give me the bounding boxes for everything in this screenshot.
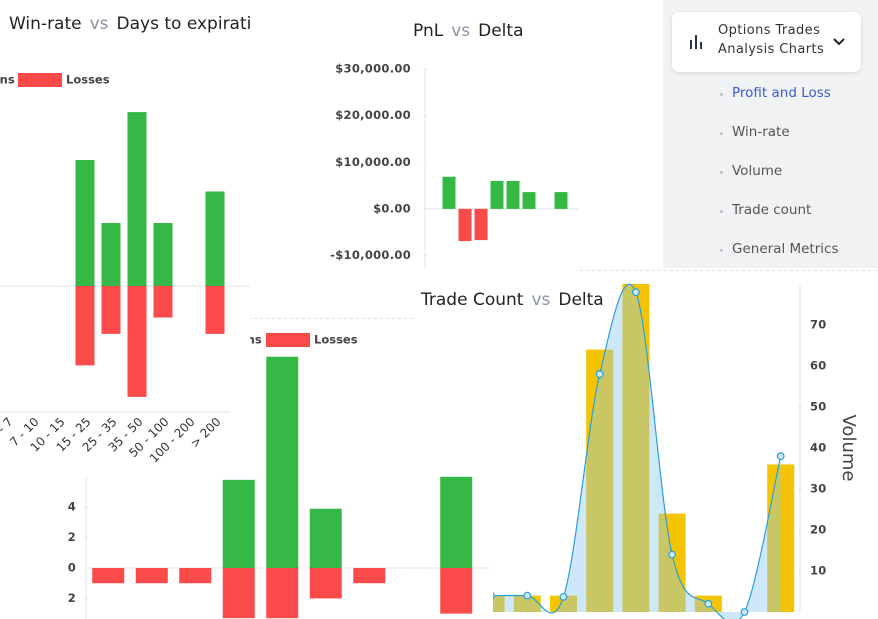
point	[559, 592, 568, 601]
bullet	[720, 249, 723, 252]
menu-item[interactable]: Trade count	[732, 202, 812, 218]
point	[704, 599, 713, 608]
title-part: vs	[531, 290, 550, 310]
bar	[75, 160, 95, 286]
bar	[205, 191, 225, 286]
bar	[522, 192, 536, 209]
bar	[440, 568, 473, 614]
bar	[442, 176, 456, 209]
bar	[309, 508, 342, 568]
bar	[92, 568, 125, 584]
bar	[75, 286, 95, 366]
bullet	[720, 171, 723, 174]
legend-label: Losses	[314, 333, 358, 347]
title-part: Delta	[558, 290, 603, 310]
title-part: Delta	[478, 21, 523, 41]
bar	[135, 568, 168, 584]
bar	[554, 192, 568, 209]
bar	[266, 356, 299, 568]
y-tick-label: 40	[810, 441, 827, 455]
y-tick-label: $20,000.00	[335, 108, 411, 122]
menu-item[interactable]: Volume	[732, 163, 783, 179]
bar	[153, 223, 173, 286]
menu-item[interactable]: General Metrics	[732, 241, 839, 257]
bullet	[720, 93, 723, 96]
chart-title: PnL vs Delta	[413, 21, 523, 41]
chart-title: Win-rate vs Days to expiration	[9, 14, 273, 34]
title-part: Days to expiration	[117, 14, 273, 34]
menu-title: Options Trades	[718, 23, 821, 38]
y-tick-label: 20	[810, 523, 827, 537]
point	[632, 288, 640, 297]
y-tick-label: 0	[68, 561, 76, 575]
y-tick-label: $30,000.00	[335, 62, 411, 76]
point	[523, 591, 532, 600]
y-tick-label: 10	[810, 564, 827, 578]
bar	[222, 479, 255, 568]
bullet	[720, 210, 723, 213]
bar	[101, 286, 121, 334]
y-tick-label: 2	[68, 591, 76, 605]
chart-title: Trade Count vs Delta	[420, 290, 604, 310]
legend-swatch	[18, 73, 62, 87]
title-part: PnL	[413, 21, 444, 41]
title-part: vs	[90, 14, 109, 34]
menu-header[interactable]: Options Trades Analysis Charts	[672, 12, 861, 72]
bar	[266, 568, 299, 619]
menu-item[interactable]: Win-rate	[732, 124, 790, 140]
title-part: Win-rate	[9, 14, 82, 34]
bullet	[720, 132, 723, 135]
y-tick-label: 70	[810, 318, 827, 332]
bar	[179, 568, 212, 584]
chart-icon	[690, 35, 702, 49]
bar	[205, 286, 225, 334]
legend-label: Losses	[66, 73, 110, 87]
bar	[767, 464, 795, 612]
bar	[127, 286, 147, 397]
y-tick-label: 50	[810, 400, 827, 414]
y-tick-label: 30	[810, 482, 827, 496]
title-part: vs	[451, 21, 470, 41]
point	[668, 550, 676, 559]
y-tick-label: $10,000.00	[335, 155, 411, 169]
legend-label: Wins	[0, 73, 15, 87]
bar	[309, 568, 342, 599]
bar	[458, 208, 472, 242]
menu-item[interactable]: Profit and Loss	[732, 85, 831, 101]
bar	[586, 349, 614, 612]
bar	[222, 568, 255, 619]
bar	[353, 568, 386, 584]
bar	[127, 112, 147, 287]
bar	[474, 208, 488, 241]
point	[740, 608, 749, 616]
chevron	[833, 38, 845, 46]
bar	[153, 286, 173, 318]
bar	[658, 513, 686, 612]
y-axis-label: Volume	[838, 415, 859, 482]
y-tick-label: $0.00	[373, 201, 411, 215]
chart-panel: $30,000.00 $20,000.00 $10,000.00 $0.00 -$10,…	[330, 0, 580, 272]
point	[776, 452, 785, 461]
y-tick-label: -$10,000.00	[330, 248, 411, 262]
y-tick-label: 2	[68, 530, 76, 544]
y-tick-label: 60	[810, 359, 827, 373]
legend-swatch	[266, 333, 310, 347]
sidebar-menu: Options Trades Analysis Charts Profit an…	[663, 0, 878, 268]
point	[595, 370, 604, 379]
menu-title: Analysis Charts	[718, 42, 825, 57]
bar	[490, 180, 504, 209]
y-tick-label: 4	[68, 500, 76, 514]
area	[491, 284, 781, 619]
title-part: Trade Count	[420, 290, 524, 310]
bar	[101, 223, 121, 286]
panel-background	[330, 0, 580, 272]
bar	[506, 180, 520, 209]
bar	[440, 476, 473, 568]
bar	[550, 595, 577, 612]
